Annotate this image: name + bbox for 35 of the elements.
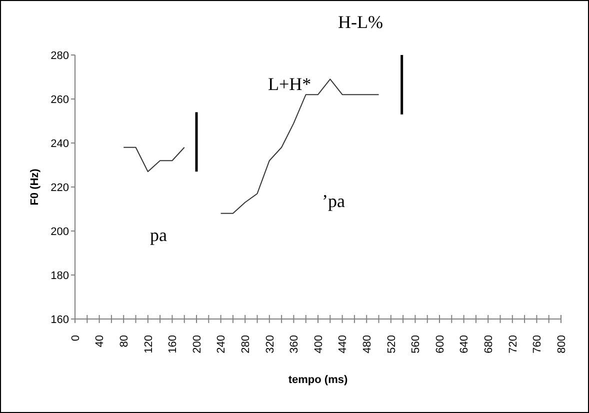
x-tick-label: 520 xyxy=(386,335,398,354)
x-tick-label: 760 xyxy=(532,335,544,354)
x-tick-label: 400 xyxy=(312,335,325,354)
y-tick-label: 160 xyxy=(50,314,69,326)
x-tick-label: 360 xyxy=(288,335,301,354)
x-tick-label: 280 xyxy=(240,335,252,354)
x-tick-label: 640 xyxy=(458,335,471,354)
y-tick-label: 180 xyxy=(50,270,69,282)
x-tick-label: 200 xyxy=(191,335,204,354)
x-tick-label: 80 xyxy=(118,335,130,348)
y-tick-label: 280 xyxy=(50,50,69,62)
x-axis-title: tempo (ms) xyxy=(288,374,348,386)
x-tick-label: 160 xyxy=(167,335,180,354)
x-tick-label: 40 xyxy=(94,335,106,348)
x-tick-label: 0 xyxy=(70,335,82,342)
line-series xyxy=(220,78,380,214)
y-tick-label: 220 xyxy=(50,182,69,194)
x-tick-label: 680 xyxy=(482,335,495,354)
x-tick-label: 600 xyxy=(434,335,446,354)
x-tick-label: 800 xyxy=(556,335,568,354)
x-tick-label: 560 xyxy=(410,335,422,354)
annotation: L+H* xyxy=(268,74,312,94)
x-tick-label: 720 xyxy=(507,335,520,354)
x-tick-label: 440 xyxy=(337,335,350,354)
x-tick-label: 320 xyxy=(264,335,276,354)
text: H-L% xyxy=(338,12,383,32)
y-tick-label: 240 xyxy=(50,138,69,150)
y-axis-title: F0 (Hz) xyxy=(29,168,41,206)
y-tick-label: 200 xyxy=(50,226,69,238)
annotation: ’pa xyxy=(322,191,345,211)
x-tick-label: 120 xyxy=(142,335,155,354)
x-tick-label: 240 xyxy=(216,335,228,354)
x-tick-label: 480 xyxy=(361,335,374,354)
annotation: pa xyxy=(150,225,167,245)
y-tick-label: 260 xyxy=(50,94,69,106)
